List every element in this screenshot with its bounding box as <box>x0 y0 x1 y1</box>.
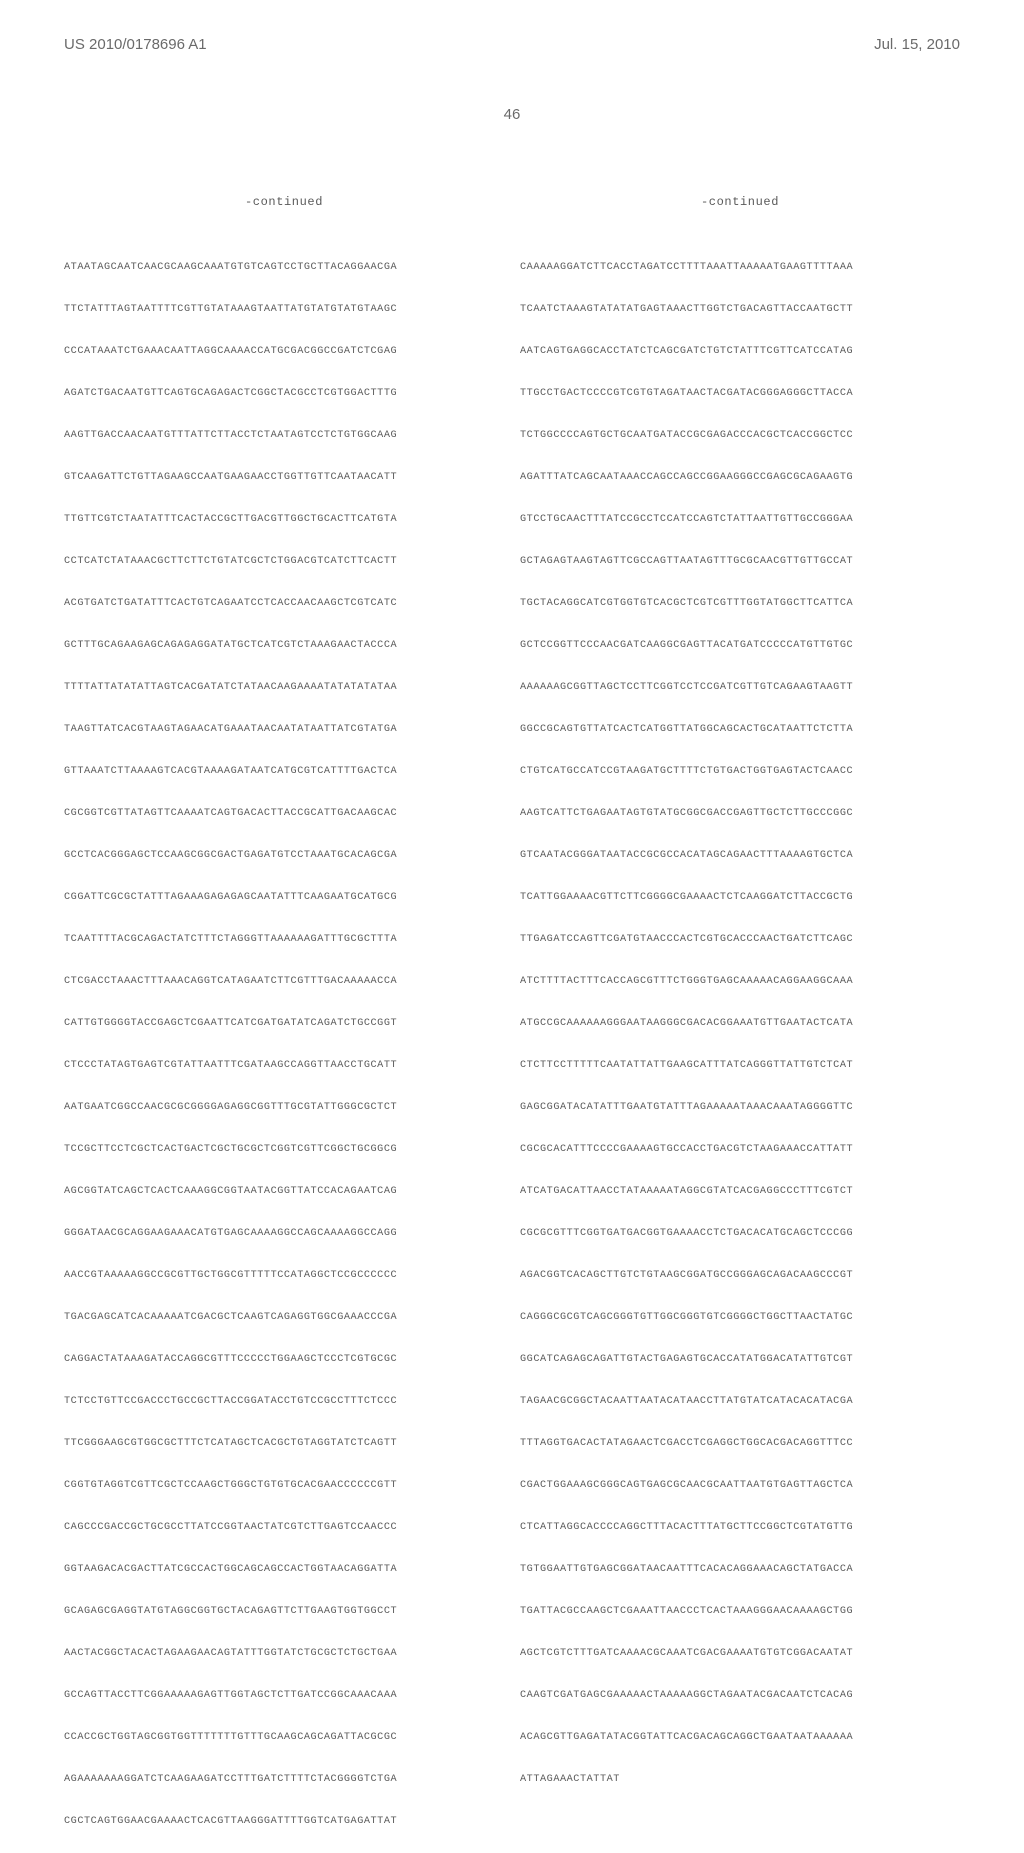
sequence-text-right: CAAAAAGGATCTTCACCTAGATCCTTTTAAATTAAAAATG… <box>520 257 960 1790</box>
publication-date: Jul. 15, 2010 <box>874 36 960 53</box>
sequence-column-left: -continued ATAATAGCAATCAACGCAAGCAAATGTGT… <box>64 150 504 1853</box>
continued-label-left: -continued <box>64 192 504 213</box>
continued-label-right: -continued <box>520 192 960 213</box>
publication-number: US 2010/0178696 A1 <box>64 36 207 53</box>
page-number: 46 <box>0 106 1024 123</box>
sequence-column-right: -continued CAAAAAGGATCTTCACCTAGATCCTTTTA… <box>520 150 960 1811</box>
sequence-text-left: ATAATAGCAATCAACGCAAGCAAATGTGTCAGTCCTGCTT… <box>64 257 504 1832</box>
